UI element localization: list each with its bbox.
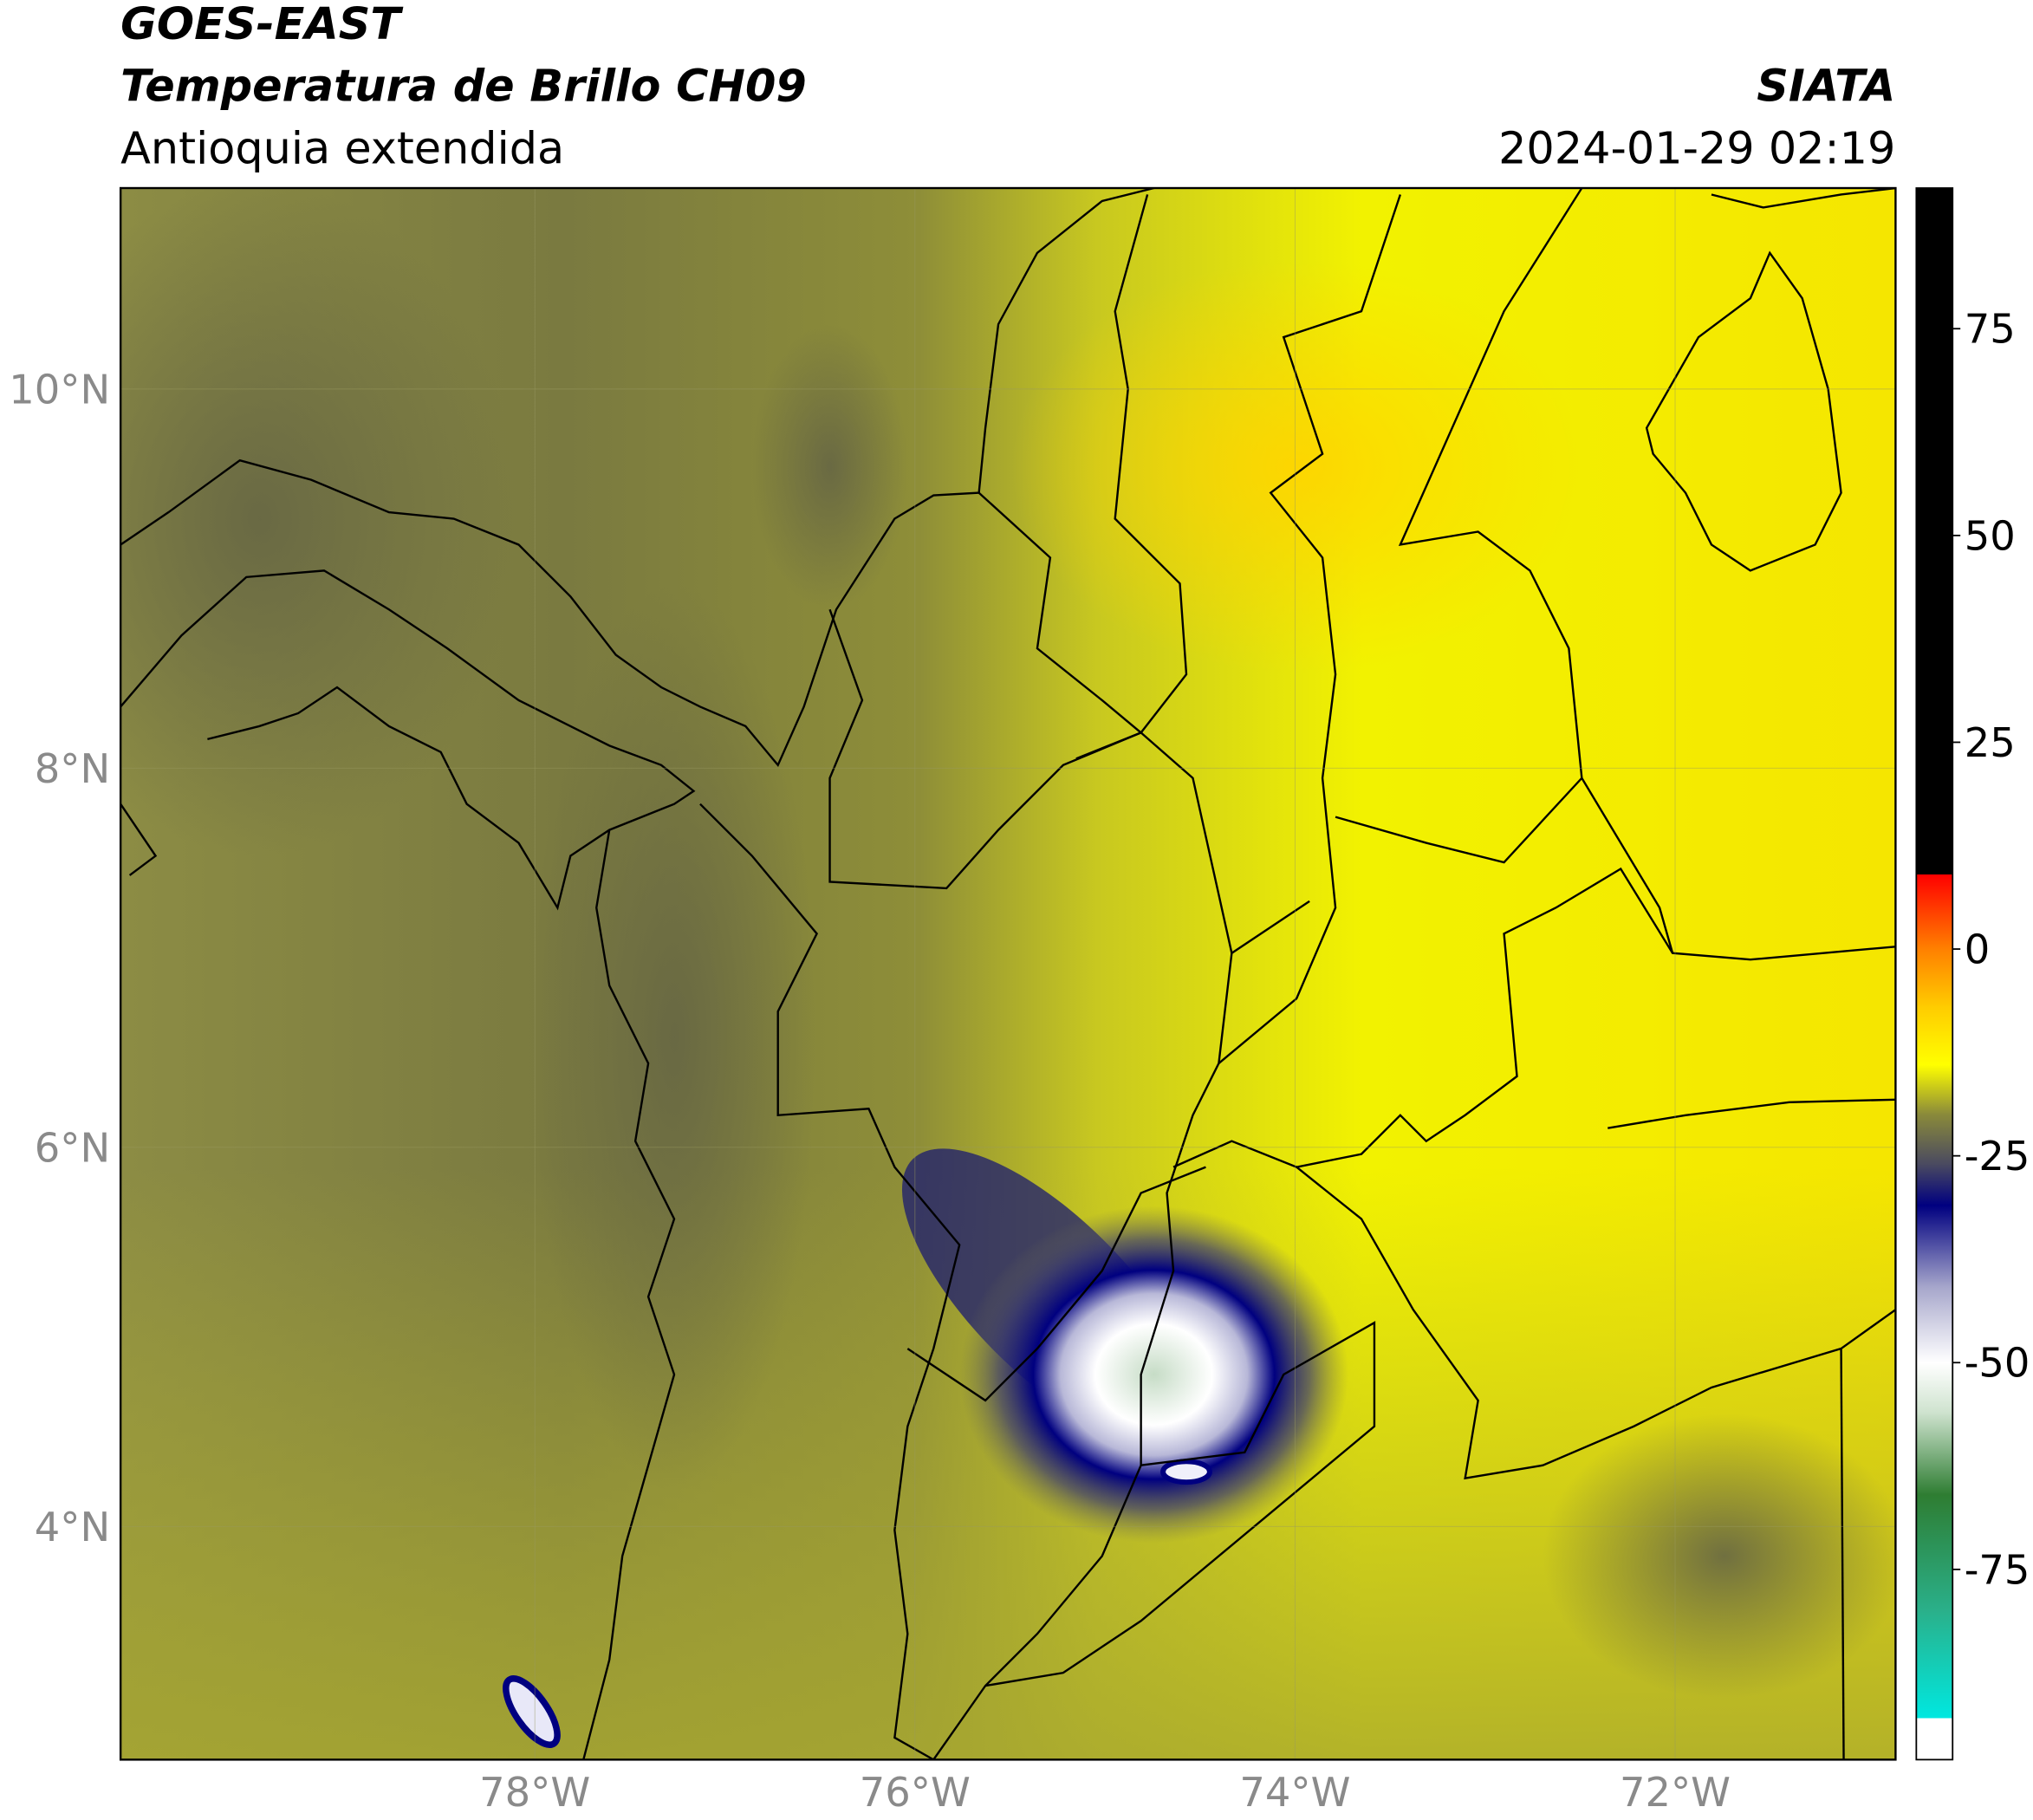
coastline <box>1711 188 1896 209</box>
colorbar-tick-label: 25 <box>1965 719 2016 766</box>
colorbar-tick-label: 0 <box>1965 926 1991 973</box>
border <box>932 952 1233 1760</box>
border <box>699 803 961 1760</box>
border <box>1581 777 1674 954</box>
colorbar: 75 50 25 0 -25 -50 -75 <box>1915 187 2030 1761</box>
y-tick-label: 10°N <box>9 366 110 413</box>
map-frame <box>119 186 1897 1761</box>
border <box>1172 867 1896 1168</box>
source: SIATA <box>1757 61 1895 112</box>
colorbar-frame <box>1915 187 1954 1761</box>
datetime: 2024-01-29 02:19 <box>1498 123 1895 174</box>
colorbar-scale <box>1916 188 1953 1760</box>
border <box>828 608 1310 955</box>
border <box>906 1166 1206 1402</box>
title: GOES-EAST <box>120 0 404 49</box>
storm-cell <box>1160 1459 1212 1485</box>
region: Antioquia extendida <box>120 123 564 174</box>
y-tick-label: 6°N <box>35 1124 110 1171</box>
border <box>1608 1098 1896 1129</box>
gridlines <box>120 188 1896 1760</box>
x-tick-label: 72°W <box>1620 1769 1731 1816</box>
coastline <box>1645 250 1842 572</box>
borders <box>120 188 1896 1760</box>
product: Temperatura de Brillo CH09 <box>120 61 807 112</box>
coastline <box>120 569 696 911</box>
colorbar-tick-label: 50 <box>1965 512 2016 559</box>
y-tick-label: 8°N <box>35 745 110 792</box>
coastline <box>582 829 676 1760</box>
cloud-area <box>751 324 908 610</box>
border <box>1840 1349 1845 1760</box>
warm-area <box>1011 259 1582 675</box>
coastline <box>120 803 158 876</box>
x-tick-label: 78°W <box>479 1769 590 1816</box>
coastline <box>120 188 1154 768</box>
cloud-area <box>1543 1413 1896 1699</box>
storm-cell <box>959 1206 1349 1544</box>
colorbar-tick-label: -75 <box>1965 1546 2030 1593</box>
border <box>1296 1166 1896 1480</box>
axis-ticks: 78°W 76°W 74°W 72°W 4°N 6°N 8°N 10°N <box>9 366 1731 1816</box>
colorbar-tick-label: -50 <box>1965 1340 2030 1387</box>
cloud-area <box>120 188 519 856</box>
border <box>978 491 1143 760</box>
map <box>120 188 1896 1760</box>
x-tick-label: 74°W <box>1239 1769 1350 1816</box>
colorbar-tick-label: -25 <box>1965 1133 2030 1180</box>
border <box>1114 194 1188 734</box>
storm-cell <box>503 1675 561 1748</box>
x-tick-label: 76°W <box>860 1769 971 1816</box>
border <box>984 1321 1376 1687</box>
cloud-area <box>531 583 817 1492</box>
y-tick-label: 4°N <box>35 1504 110 1550</box>
border <box>1335 188 1583 864</box>
colorbar-tick-label: 75 <box>1965 306 2016 353</box>
border <box>1218 194 1402 1064</box>
